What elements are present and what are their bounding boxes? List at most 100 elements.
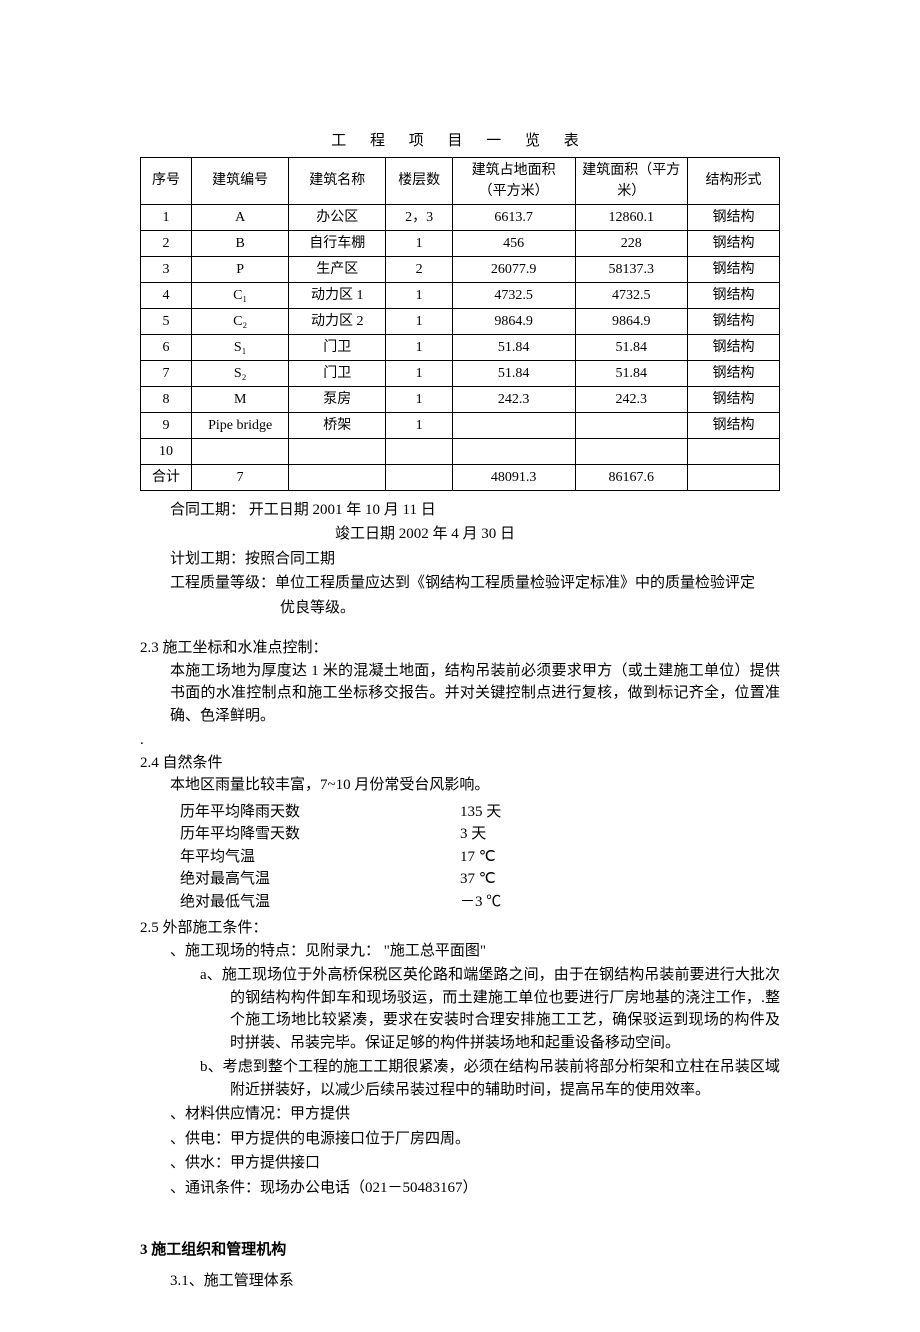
table-header-cell: 建筑编号 bbox=[192, 157, 289, 204]
table-cell: 合计 bbox=[141, 464, 192, 490]
table-cell: 6 bbox=[141, 334, 192, 360]
table-cell: 动力区 1 bbox=[289, 282, 386, 308]
climate-row: 年平均气温17 ℃ bbox=[180, 846, 780, 869]
table-cell: 生产区 bbox=[289, 256, 386, 282]
section-3-1: 3.1、施工管理体系 bbox=[170, 1270, 780, 1293]
climate-value: 3 天 bbox=[460, 823, 540, 846]
project-table: 序号建筑编号建筑名称楼层数建筑占地面积（平方米）建筑面积（平方米）结构形式 1A… bbox=[140, 157, 780, 491]
dot: . bbox=[140, 729, 780, 752]
table-cell: 钢结构 bbox=[687, 256, 779, 282]
table-cell: A bbox=[192, 204, 289, 230]
table-row: 9Pipe bridge桥架1钢结构 bbox=[141, 412, 780, 438]
table-row: 2B自行车棚1456228钢结构 bbox=[141, 230, 780, 256]
table-cell: 4732.5 bbox=[575, 282, 687, 308]
table-cell: C₁ bbox=[192, 282, 289, 308]
table-cell bbox=[289, 438, 386, 464]
table-cell: 钢结构 bbox=[687, 334, 779, 360]
table-row: 3P生产区226077.958137.3钢结构 bbox=[141, 256, 780, 282]
table-cell: 2 bbox=[141, 230, 192, 256]
table-cell: Pipe bridge bbox=[192, 412, 289, 438]
climate-row: 绝对最低气温－3 ℃ bbox=[180, 891, 780, 914]
table-row: 4C₁动力区 114732.54732.5钢结构 bbox=[141, 282, 780, 308]
table-cell: 2，3 bbox=[386, 204, 452, 230]
climate-row: 绝对最高气温37 ℃ bbox=[180, 868, 780, 891]
table-cell bbox=[575, 438, 687, 464]
table-cell bbox=[192, 438, 289, 464]
climate-table: 历年平均降雨天数135 天历年平均降雪天数3 天年平均气温17 ℃绝对最高气温3… bbox=[180, 801, 780, 914]
table-cell: 9864.9 bbox=[452, 308, 575, 334]
table-cell: 7 bbox=[192, 464, 289, 490]
climate-value: 37 ℃ bbox=[460, 868, 540, 891]
climate-label: 年平均气温 bbox=[180, 846, 460, 869]
quality-level-cont: 优良等级。 bbox=[280, 597, 780, 620]
table-cell bbox=[687, 438, 779, 464]
plan-period: 计划工期：按照合同工期 bbox=[170, 548, 780, 571]
table-cell bbox=[452, 412, 575, 438]
table-cell: 4732.5 bbox=[452, 282, 575, 308]
table-cell: 242.3 bbox=[575, 386, 687, 412]
table-cell: M bbox=[192, 386, 289, 412]
table-cell bbox=[386, 464, 452, 490]
list-item: 、施工现场的特点：见附录九： "施工总平面图" bbox=[170, 940, 780, 963]
table-cell: 泵房 bbox=[289, 386, 386, 412]
table-header-cell: 结构形式 bbox=[687, 157, 779, 204]
climate-value: 17 ℃ bbox=[460, 846, 540, 869]
table-cell: 钢结构 bbox=[687, 282, 779, 308]
table-cell: 1 bbox=[386, 282, 452, 308]
table-cell bbox=[289, 464, 386, 490]
section-2-4: 2.4 自然条件 本地区雨量比较丰富，7~10 月份常受台风影响。 历年平均降雨… bbox=[140, 752, 780, 914]
table-cell: 58137.3 bbox=[575, 256, 687, 282]
table-cell: 1 bbox=[386, 308, 452, 334]
climate-row: 历年平均降雨天数135 天 bbox=[180, 801, 780, 824]
table-row: 6S₁门卫151.8451.84钢结构 bbox=[141, 334, 780, 360]
table-row: 8M泵房1242.3242.3钢结构 bbox=[141, 386, 780, 412]
table-row: 合计7 48091.386167.6 bbox=[141, 464, 780, 490]
table-cell: 51.84 bbox=[452, 334, 575, 360]
table-cell: 1 bbox=[141, 204, 192, 230]
table-cell: 钢结构 bbox=[687, 204, 779, 230]
list-sub-item: b、考虑到整个工程的施工工期很紧凑，必须在结构吊装前将部分桁架和立柱在吊装区域附… bbox=[200, 1056, 780, 1101]
section-2-3-body: 本施工场地为厚度达 1 米的混凝土地面，结构吊装前必须要求甲方（或土建施工单位）… bbox=[170, 660, 780, 728]
climate-label: 历年平均降雨天数 bbox=[180, 801, 460, 824]
table-cell: 7 bbox=[141, 360, 192, 386]
table-cell: 242.3 bbox=[452, 386, 575, 412]
section-2-5: 2.5 外部施工条件： 、施工现场的特点：见附录九： "施工总平面图"a、施工现… bbox=[140, 917, 780, 1199]
table-cell: 钢结构 bbox=[687, 230, 779, 256]
table-cell: 门卫 bbox=[289, 360, 386, 386]
climate-label: 绝对最高气温 bbox=[180, 868, 460, 891]
list-item: 、供电：甲方提供的电源接口位于厂房四周。 bbox=[170, 1128, 780, 1151]
table-cell: 12860.1 bbox=[575, 204, 687, 230]
table-cell: 4 bbox=[141, 282, 192, 308]
list-item: 、供水：甲方提供接口 bbox=[170, 1152, 780, 1175]
table-row: 10 bbox=[141, 438, 780, 464]
table-cell: 1 bbox=[386, 386, 452, 412]
table-header-cell: 建筑占地面积（平方米） bbox=[452, 157, 575, 204]
table-header-cell: 建筑名称 bbox=[289, 157, 386, 204]
climate-value: －3 ℃ bbox=[460, 891, 540, 914]
table-row: 7S₂门卫151.8451.84钢结构 bbox=[141, 360, 780, 386]
section-2-3-heading: 2.3 施工坐标和水准点控制： bbox=[140, 637, 780, 660]
table-cell bbox=[386, 438, 452, 464]
table-cell: 自行车棚 bbox=[289, 230, 386, 256]
table-header-cell: 序号 bbox=[141, 157, 192, 204]
table-cell: 门卫 bbox=[289, 334, 386, 360]
table-cell: P bbox=[192, 256, 289, 282]
table-cell: 钢结构 bbox=[687, 360, 779, 386]
table-cell: 2 bbox=[386, 256, 452, 282]
table-cell: 26077.9 bbox=[452, 256, 575, 282]
table-cell: 1 bbox=[386, 360, 452, 386]
climate-value: 135 天 bbox=[460, 801, 540, 824]
table-row: 5C₂动力区 219864.99864.9钢结构 bbox=[141, 308, 780, 334]
table-cell: 桥架 bbox=[289, 412, 386, 438]
contract-start: 合同工期： 开工日期 2001 年 10 月 11 日 bbox=[170, 499, 780, 522]
section-2-4-heading: 2.4 自然条件 bbox=[140, 752, 780, 775]
table-cell: C₂ bbox=[192, 308, 289, 334]
table-cell bbox=[575, 412, 687, 438]
table-cell: 48091.3 bbox=[452, 464, 575, 490]
table-cell: 9864.9 bbox=[575, 308, 687, 334]
table-cell: 51.84 bbox=[575, 360, 687, 386]
table-cell: 86167.6 bbox=[575, 464, 687, 490]
table-cell: 228 bbox=[575, 230, 687, 256]
table-cell: 6613.7 bbox=[452, 204, 575, 230]
table-cell: 1 bbox=[386, 334, 452, 360]
